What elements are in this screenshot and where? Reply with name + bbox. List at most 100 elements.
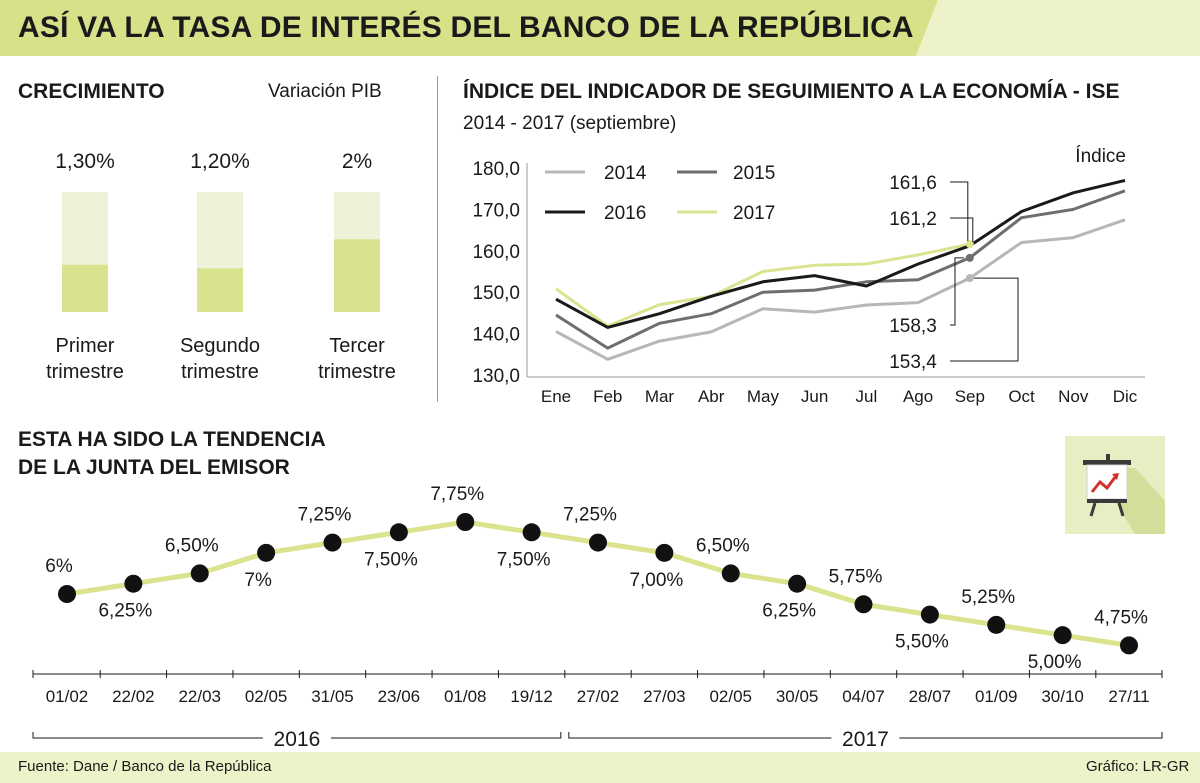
section-divider	[437, 76, 438, 402]
growth-value-label: 2%	[342, 150, 372, 173]
ise-x-tick-label: Ago	[903, 387, 933, 406]
page-title: ASÍ VA LA TASA DE INTERÉS DEL BANCO DE L…	[0, 0, 938, 56]
policy-rate-point	[854, 595, 873, 614]
ise-x-tick-label: Mar	[645, 387, 675, 406]
trend-date-label: 27/03	[643, 687, 686, 706]
ise-y-tick-label: 150,0	[472, 283, 520, 304]
trend-date-label: 23/06	[378, 687, 421, 706]
policy-rate-point	[456, 513, 475, 531]
ise-y-tick-label: 160,0	[472, 242, 520, 263]
policy-rate-value-label: 5,75%	[829, 566, 883, 587]
year-label-background	[262, 726, 331, 750]
ise-unit-label: Índice	[1075, 146, 1126, 167]
ise-series-line-2014	[555, 218, 1126, 361]
ise-callout-label: 153,4	[889, 352, 937, 373]
callout-leader-158-3	[950, 257, 964, 326]
ise-heading: ÍNDICE DEL INDICADOR DE SEGUIMIENTO A LA…	[463, 80, 1120, 103]
trend-date-label: 01/02	[46, 687, 89, 706]
growth-value-label: 1,30%	[55, 150, 115, 173]
ise-legend-label: 2014	[604, 163, 647, 184]
ise-x-tick-label: Jun	[801, 387, 828, 406]
ise-subheading: 2014 - 2017 (septiembre)	[463, 113, 677, 134]
policy-rate-value-label: 7,00%	[629, 570, 683, 591]
ise-series-line-2016	[555, 178, 1126, 329]
ise-x-tick-label: Abr	[698, 387, 725, 406]
trend-date-label: 27/11	[1108, 687, 1149, 706]
ise-y-tick-label: 170,0	[472, 200, 520, 221]
policy-rate-value-label: 6,25%	[98, 601, 152, 622]
ise-line-chart: 180,0 170,0 160,0 150,0 140,0 130,0 Ene Feb Mar A…	[472, 146, 1145, 406]
trend-date-label: 28/07	[909, 687, 952, 706]
growth-bar-label-line2: trimestre	[46, 361, 124, 383]
policy-rate-value-label: 4,75%	[1094, 607, 1148, 628]
policy-rate-point	[190, 564, 209, 583]
gdp-growth-bars: 1,30% Primer trimestre 1,20% Segundo trimestr…	[46, 150, 396, 383]
ise-x-tick-label: Feb	[593, 387, 622, 406]
policy-rate-point	[124, 574, 143, 593]
policy-rate-point	[655, 543, 674, 562]
ise-x-tick-label: Nov	[1058, 387, 1089, 406]
policy-rate-point	[257, 543, 276, 562]
ise-callout-label: 161,2	[889, 209, 937, 230]
policy-rate-value-label: 6,50%	[165, 535, 219, 556]
policy-rate-point	[522, 523, 541, 542]
ise-legend-label: 2015	[733, 163, 775, 184]
trend-date-label: 30/05	[776, 687, 819, 706]
footer: Fuente: Dane / Banco de la República Grá…	[0, 752, 1200, 783]
policy-rate-value-label: 5,25%	[961, 587, 1015, 608]
policy-rate-value-label: 7,75%	[430, 484, 484, 505]
policy-rate-value-label: 7,50%	[497, 549, 551, 570]
title-banner: ASÍ VA LA TASA DE INTERÉS DEL BANCO DE L…	[0, 0, 1200, 56]
presentation-board-icon	[1065, 436, 1165, 534]
policy-rate-point	[323, 533, 342, 552]
growth-heading: CRECIMIENTO	[18, 80, 165, 103]
trend-heading-line2: DE LA JUNTA DEL EMISOR	[18, 456, 290, 479]
ise-y-tick-label: 180,0	[472, 159, 520, 180]
policy-rate-value-label: 5,50%	[895, 632, 949, 653]
ise-legend-label: 2016	[604, 203, 646, 224]
graphic-credit: Gráfico: LR-GR	[1086, 758, 1190, 775]
policy-rate-value-label: 6,25%	[762, 601, 816, 622]
trend-date-label: 19/12	[510, 687, 553, 706]
growth-value-label: 1,20%	[190, 150, 250, 173]
trend-date-label: 22/02	[112, 687, 155, 706]
trend-heading-line1: ESTA HA SIDO LA TENDENCIA	[18, 428, 326, 451]
callout-leader-161-2	[950, 217, 974, 242]
growth-bar	[334, 239, 380, 312]
policy-rate-value-label: 7,25%	[563, 505, 617, 526]
growth-bar	[197, 268, 243, 312]
ise-x-tick-label: Ene	[541, 387, 571, 406]
year-label: 2016	[274, 728, 321, 751]
policy-rate-value-label: 7,50%	[364, 549, 418, 570]
growth-bar	[62, 264, 108, 312]
ise-sep-marker-2014	[965, 274, 974, 283]
policy-rate-value-label: 6,50%	[696, 535, 750, 556]
growth-bar-label-line1: Tercer	[329, 335, 385, 357]
ise-callout-label: 158,3	[889, 316, 937, 337]
trend-date-label: 02/05	[709, 687, 752, 706]
ise-series-line-2015	[555, 189, 1126, 350]
policy-rate-point	[920, 605, 939, 624]
policy-rate-value-label: 7%	[244, 570, 272, 591]
trend-date-label: 27/02	[577, 687, 620, 706]
ise-y-tick-label: 130,0	[472, 366, 520, 387]
policy-rate-point	[1053, 626, 1072, 645]
policy-rate-point	[788, 574, 807, 593]
policy-rate-point	[589, 533, 607, 552]
year-label-background	[831, 726, 900, 750]
growth-bar-label-line1: Primer	[56, 335, 115, 357]
trend-date-label: 31/05	[311, 687, 354, 706]
policy-rate-point	[1120, 636, 1138, 655]
ise-series-line-2017	[555, 242, 971, 328]
trend-date-label: 04/07	[842, 687, 885, 706]
policy-rate-point	[389, 523, 408, 542]
growth-subheading: Variación PIB	[268, 81, 382, 102]
policy-rate-value-label: 6%	[45, 556, 73, 577]
policy-rate-value-label: 5,00%	[1028, 652, 1082, 673]
ise-legend-label: 2017	[733, 203, 775, 224]
ise-x-tick-label: Sep	[955, 387, 985, 406]
policy-rate-point	[987, 615, 1006, 634]
trend-date-label: 30/10	[1041, 687, 1084, 706]
source-note: Fuente: Dane / Banco de la República	[18, 758, 272, 775]
ise-x-tick-label: Jul	[855, 387, 877, 406]
